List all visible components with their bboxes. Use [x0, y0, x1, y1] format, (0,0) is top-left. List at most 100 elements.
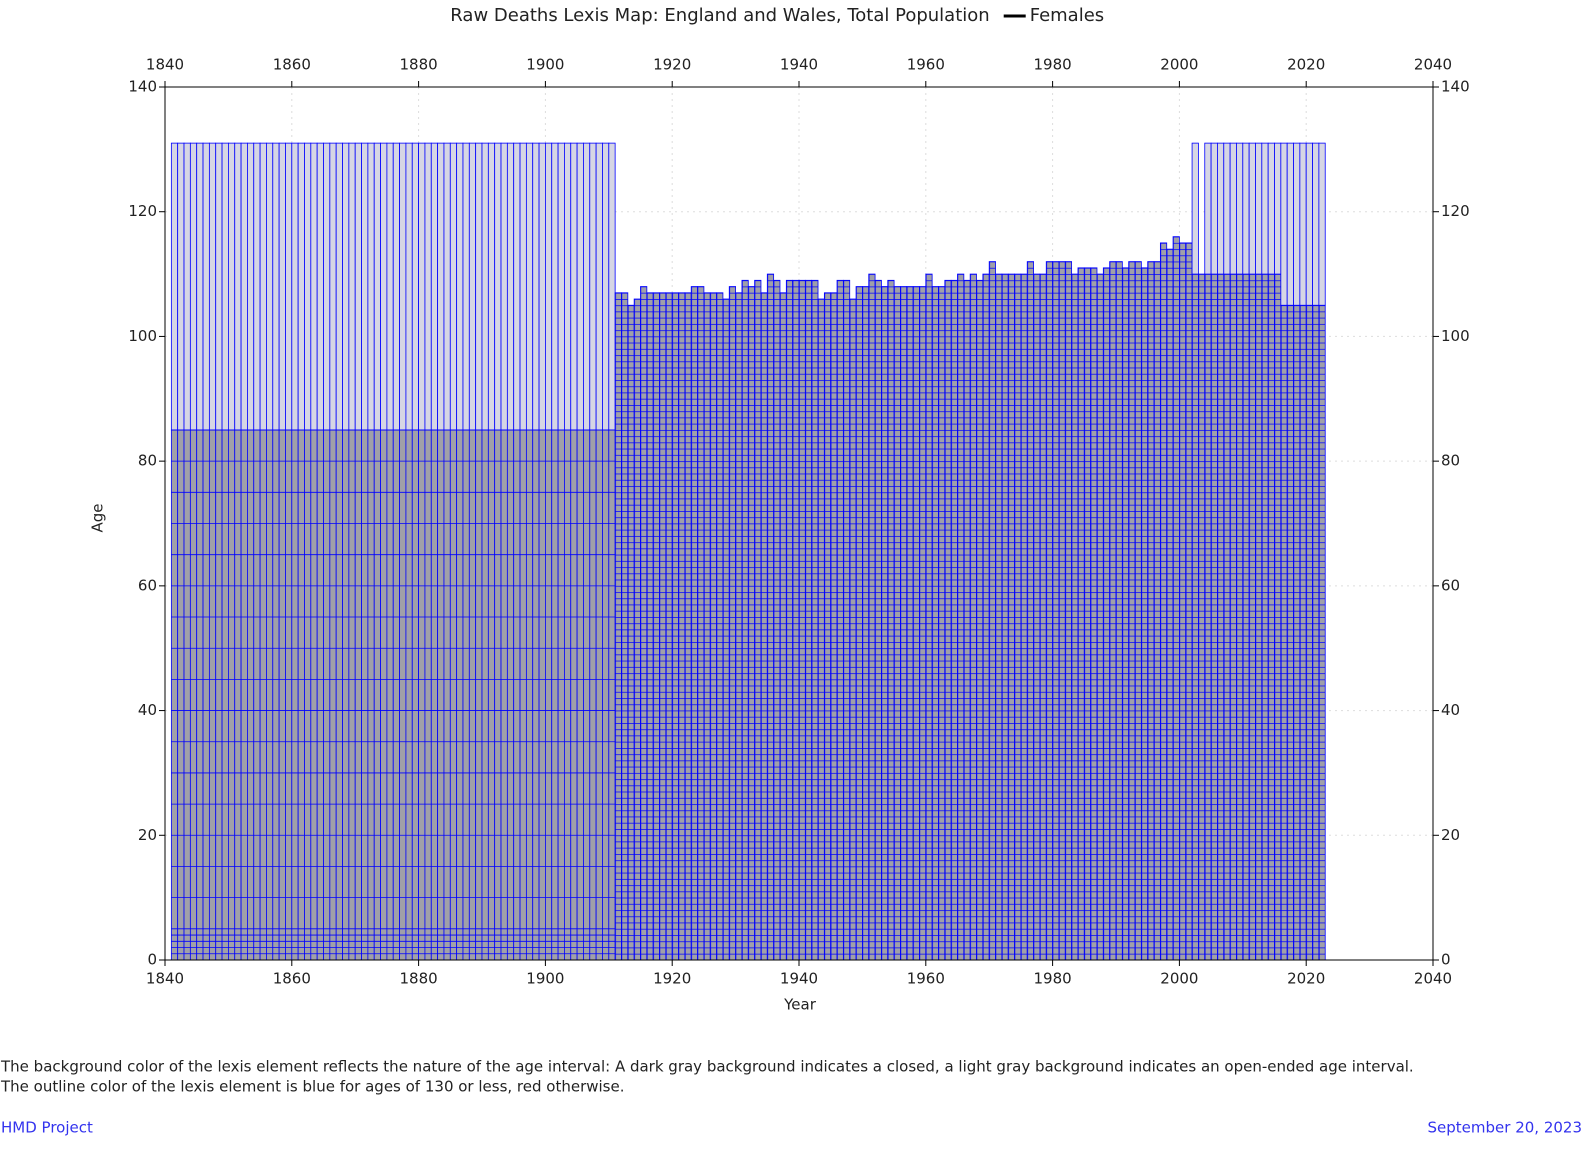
closed-cells	[621, 292, 629, 961]
open-cell	[418, 142, 426, 431]
closed-cells	[754, 279, 762, 961]
closed-cells	[842, 279, 851, 961]
open-cell	[1210, 142, 1218, 275]
open-cell	[202, 142, 210, 431]
closed-cells	[862, 286, 870, 961]
closed-cells	[1159, 242, 1168, 961]
open-cell	[373, 142, 381, 431]
closed-cells	[1128, 261, 1136, 961]
open-cell	[595, 142, 603, 431]
closed-cells	[1109, 261, 1117, 961]
open-cell	[424, 142, 432, 431]
closed-cells	[1045, 261, 1054, 961]
closed-cells	[817, 298, 825, 961]
y-tick-label: 140	[1441, 78, 1470, 96]
open-cell	[538, 142, 546, 431]
open-cell	[468, 142, 477, 431]
x-tick-label: 1960	[907, 56, 945, 74]
open-cell	[532, 142, 540, 431]
open-cell	[449, 142, 458, 431]
closed-cells	[1121, 267, 1130, 961]
x-tick-label: 1860	[273, 970, 311, 988]
open-cell	[380, 142, 388, 431]
closed-cells	[779, 292, 787, 961]
closed-cell-column	[405, 429, 413, 961]
closed-cell-column	[468, 429, 477, 961]
closed-cells	[982, 273, 990, 961]
closed-cell-column	[456, 429, 464, 961]
closed-cells	[868, 273, 876, 961]
closed-cells	[1293, 304, 1301, 961]
closed-cells	[1064, 261, 1073, 961]
x-tick-label: 1980	[1034, 970, 1072, 988]
closed-cell-column	[462, 429, 470, 961]
open-cell	[1217, 142, 1225, 275]
x-tick-label: 1940	[780, 970, 818, 988]
closed-cells	[900, 286, 908, 961]
closed-cells	[1083, 267, 1092, 961]
open-cell	[259, 142, 267, 431]
closed-cell-column	[240, 429, 248, 961]
closed-cells	[1020, 273, 1028, 961]
closed-cell-column	[221, 429, 229, 961]
closed-cells	[1280, 304, 1288, 961]
closed-cells	[1198, 273, 1206, 961]
y-tick-label: 40	[1441, 701, 1460, 719]
open-cell	[564, 142, 572, 431]
open-cell	[1305, 142, 1313, 306]
y-tick-label: 100	[128, 327, 157, 345]
closed-cells	[760, 292, 768, 961]
closed-cell-column	[202, 429, 210, 961]
closed-cell-column	[525, 429, 534, 961]
closed-cell-column	[342, 429, 350, 961]
closed-cells	[1090, 267, 1098, 961]
open-cell	[196, 142, 204, 431]
closed-cells	[919, 286, 927, 961]
closed-cell-column	[513, 429, 521, 961]
open-cell	[576, 142, 584, 431]
open-cell	[494, 142, 502, 431]
open-cell	[1261, 142, 1269, 275]
closed-cell-column	[506, 429, 515, 961]
closed-cell-column	[386, 429, 394, 961]
closed-cells	[716, 292, 724, 961]
closed-cell-column	[500, 429, 508, 961]
open-cell	[386, 142, 394, 431]
closed-cells	[944, 279, 952, 961]
open-cell	[208, 142, 217, 431]
closed-cells	[798, 279, 806, 961]
closed-cells	[1242, 273, 1250, 961]
closed-cells	[1007, 273, 1015, 961]
closed-cells	[881, 286, 889, 961]
closed-cells	[785, 279, 794, 961]
closed-cell-column	[259, 429, 267, 961]
open-cell	[557, 142, 565, 431]
closed-cell-column	[595, 429, 603, 961]
open-cell	[291, 142, 299, 431]
closed-cells	[976, 279, 984, 961]
closed-cell-column	[583, 429, 591, 961]
open-cell	[583, 142, 591, 431]
closed-cell-column	[602, 429, 610, 961]
closed-cells	[646, 292, 654, 961]
closed-cell-column	[285, 429, 293, 961]
open-cell	[1286, 142, 1294, 306]
closed-cells	[640, 286, 648, 961]
closed-cells	[963, 279, 971, 961]
closed-cells	[912, 286, 920, 961]
closed-cell-column	[329, 429, 337, 961]
closed-cell-column	[392, 429, 400, 961]
x-tick-label: 1960	[907, 970, 945, 988]
closed-cells	[1001, 273, 1009, 961]
open-cell	[1204, 142, 1212, 275]
closed-cells	[1229, 273, 1237, 961]
closed-cells	[659, 292, 667, 961]
closed-cells	[671, 292, 679, 961]
footer-right: September 20, 2023	[1428, 1119, 1582, 1137]
open-cell	[589, 142, 597, 431]
footer-left: HMD Project	[1, 1119, 93, 1137]
note: The outline color of the lexis element i…	[0, 1078, 625, 1096]
open-cell	[411, 142, 420, 431]
x-tick-label: 1920	[653, 970, 691, 988]
closed-cells	[1071, 273, 1079, 961]
